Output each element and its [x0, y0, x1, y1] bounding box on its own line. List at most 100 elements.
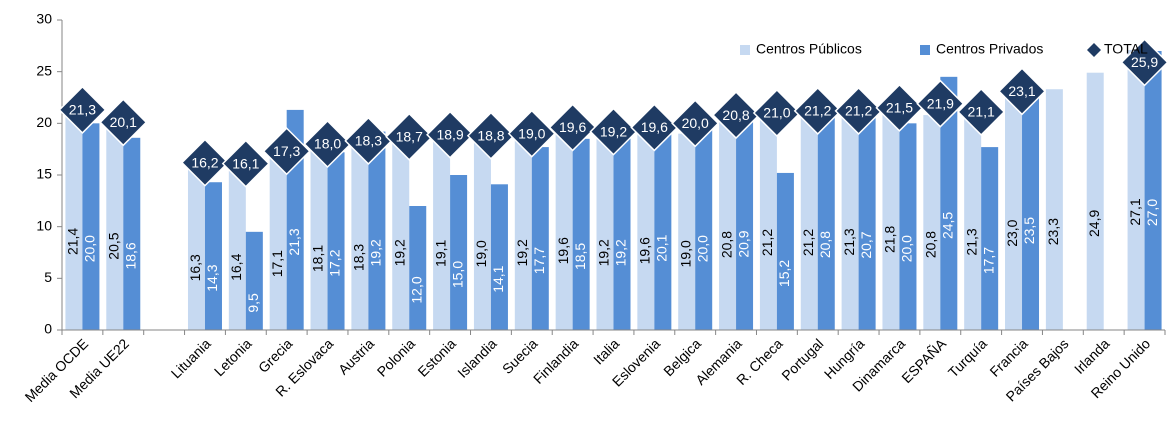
bar	[106, 118, 124, 331]
total-marker	[426, 110, 475, 159]
bar-value-label: 20,1	[654, 234, 670, 261]
x-tick-label: Letonia	[211, 335, 255, 379]
bar-value-label: 21,4	[65, 228, 81, 255]
bar-value-label: 19,0	[473, 240, 489, 267]
bar	[204, 182, 222, 330]
total-marker	[630, 103, 679, 152]
total-marker	[180, 138, 230, 187]
bar	[310, 142, 328, 330]
bar	[719, 115, 737, 330]
x-tick-label: Estonia	[414, 335, 458, 379]
bar-value-label: 21,3	[286, 228, 302, 255]
bar-value-label: 19,6	[637, 237, 653, 264]
bar-value-label: 18,6	[122, 242, 138, 269]
bar	[858, 116, 876, 330]
bar	[1005, 92, 1023, 330]
total-marker	[466, 111, 516, 160]
bar-value-label: 27,1	[1127, 198, 1143, 225]
bar	[654, 122, 672, 330]
x-tick-label: Islandia	[454, 335, 500, 381]
bar-value-label: 23,3	[1045, 218, 1061, 245]
bar	[678, 133, 696, 330]
bar-value-label: 16,3	[187, 254, 203, 281]
total-marker	[303, 119, 352, 169]
total-value-label: 18,3	[355, 133, 382, 149]
bar-value-label: 19,2	[391, 239, 407, 266]
bar	[596, 131, 614, 330]
total-value-label: 19,6	[559, 119, 586, 135]
bar	[1086, 72, 1104, 330]
bar	[841, 109, 859, 331]
bar	[531, 147, 549, 330]
bar-value-label: 18,3	[351, 244, 367, 271]
legend-marker	[920, 45, 930, 55]
bar	[964, 109, 982, 331]
bar	[555, 127, 573, 330]
bar-value-label: 19,0	[677, 240, 693, 267]
total-marker	[1120, 38, 1167, 87]
bar	[923, 115, 941, 330]
bar	[572, 138, 590, 330]
y-tick-label: 10	[36, 217, 52, 233]
bar-value-label: 18,5	[572, 243, 588, 270]
y-tick-label: 0	[44, 321, 52, 337]
bar	[695, 123, 713, 330]
bar	[187, 161, 205, 330]
legend-label: TOTAL	[1104, 41, 1148, 57]
bar	[514, 131, 532, 330]
total-value-label: 21,9	[927, 95, 954, 111]
y-tick-label: 15	[36, 166, 52, 182]
bar-value-label: 24,5	[940, 212, 956, 239]
bar	[1127, 49, 1145, 330]
total-value-label: 20,0	[682, 115, 709, 131]
total-marker	[548, 103, 597, 152]
total-value-label: 20,1	[110, 114, 137, 130]
total-marker	[58, 85, 107, 134]
bar	[899, 123, 917, 330]
bar	[433, 132, 451, 330]
bar	[1144, 51, 1162, 330]
total-marker	[589, 107, 638, 156]
bar	[940, 76, 958, 330]
legend-label: Centros Privados	[936, 41, 1043, 57]
bar-value-label: 27,0	[1144, 199, 1160, 226]
bar-value-label: 17,2	[327, 249, 343, 276]
bar-value-label: 16,4	[228, 253, 244, 280]
bar-value-label: 21,2	[800, 229, 816, 256]
total-value-label: 23,1	[1008, 83, 1035, 99]
total-value-label: 21,3	[69, 102, 96, 118]
bar-value-label: 17,7	[531, 247, 547, 274]
bar	[368, 131, 386, 330]
bar	[327, 152, 345, 330]
bar-value-label: 21,8	[882, 226, 898, 253]
total-marker	[711, 91, 761, 140]
x-tick-label: Lituania	[168, 335, 214, 381]
bar	[269, 153, 287, 330]
total-marker	[752, 88, 801, 138]
total-marker	[99, 98, 148, 147]
total-marker	[385, 112, 434, 161]
total-marker	[793, 86, 842, 135]
bar-value-label: 19,6	[555, 237, 571, 264]
bar	[82, 123, 100, 330]
total-marker	[671, 99, 720, 148]
total-value-label: 21,2	[845, 103, 872, 119]
bar-value-label: 14,1	[490, 265, 506, 292]
bar	[245, 231, 263, 330]
total-marker	[916, 79, 965, 128]
total-marker	[997, 67, 1047, 116]
bar	[800, 110, 818, 330]
bar-value-label: 23,5	[1021, 217, 1037, 244]
bar	[1045, 89, 1063, 330]
bar-value-label: 17,1	[269, 250, 285, 277]
y-tick-label: 30	[36, 11, 52, 27]
y-tick-label: 20	[36, 114, 52, 130]
bar	[981, 147, 999, 330]
bar-value-label: 20,8	[923, 231, 939, 258]
bar-value-label: 12,0	[408, 276, 424, 303]
bar-value-label: 20,8	[718, 231, 734, 258]
bar-value-label: 20,0	[899, 235, 915, 262]
legend-marker	[740, 45, 750, 55]
total-marker	[834, 86, 883, 135]
bar	[65, 108, 83, 330]
